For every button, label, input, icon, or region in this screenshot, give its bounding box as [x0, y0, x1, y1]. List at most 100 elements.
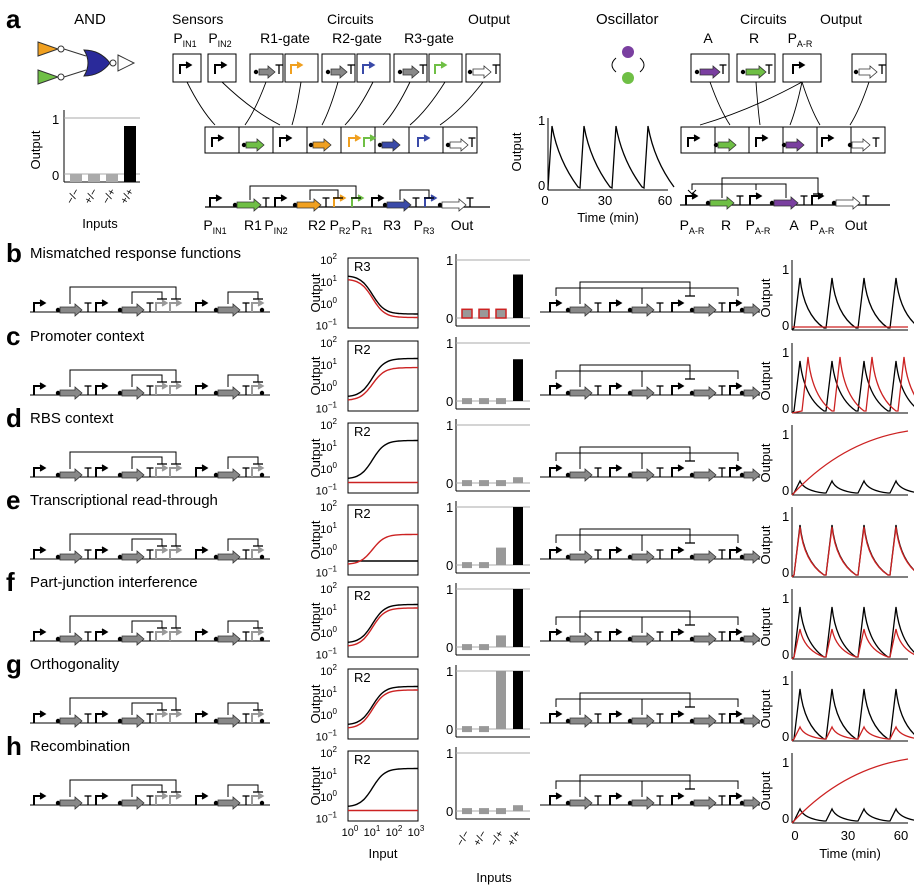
rf-frame [347, 504, 419, 576]
osc-ytick: 1 [538, 113, 545, 128]
promoter-head [39, 464, 47, 472]
osc-assembly-arrow [699, 81, 803, 126]
osc-node-a [622, 46, 634, 58]
promoter-head [101, 710, 109, 718]
rf-ytick: 101 [320, 685, 337, 700]
promoter-head [677, 546, 685, 554]
circuits2-title: Circuits [740, 11, 787, 27]
wire [63, 48, 87, 57]
bar [513, 359, 523, 401]
rbs-dot [325, 69, 331, 75]
rbs-dot [213, 472, 219, 478]
promoter-head [677, 792, 685, 800]
bar-ytick: 0 [446, 640, 453, 655]
gate-label: R1-gate [260, 30, 310, 46]
gate-promoter-head [368, 61, 376, 69]
promoter-head [175, 792, 183, 800]
promoter-head [691, 192, 699, 200]
osc-circuit-label: PA-R [746, 217, 771, 236]
promoter-head [257, 628, 265, 636]
osc-link-e [555, 534, 643, 551]
assembly-arrow [321, 81, 339, 126]
promoter-head [39, 382, 47, 390]
rbs-dot [694, 69, 700, 75]
rbs-dot [259, 636, 265, 642]
osc-row-ylabel: Output [758, 689, 773, 728]
repression-line-b [69, 286, 177, 304]
promoter-head [39, 299, 47, 307]
gate-box [249, 53, 284, 83]
repression-line [309, 189, 339, 200]
panel-label-a: a [6, 4, 21, 34]
rf-ylabel: Output [308, 520, 323, 559]
panel-label-f: f [6, 567, 15, 597]
rbs-dot [689, 307, 695, 313]
promoter-head [257, 710, 265, 718]
sensor-promoter-head [185, 61, 193, 69]
promoter-head [201, 464, 209, 472]
promoter-head [101, 628, 109, 636]
assembly-arrow [409, 81, 446, 126]
promoter-head [39, 710, 47, 718]
bar-ytick: 1 [446, 664, 453, 679]
and-circuit-label: PIN1 [203, 217, 226, 236]
rbs-dot [213, 554, 219, 560]
assembled-box [204, 126, 240, 154]
rbs-dot [739, 554, 745, 560]
gene-arrow [217, 632, 241, 646]
bar-ytick: 1 [446, 253, 453, 268]
rf-ytick: 100 [320, 296, 337, 311]
bar [462, 480, 472, 487]
rbs-dot [117, 636, 123, 642]
gene-arrow [449, 138, 469, 152]
rbs-dot [689, 554, 695, 560]
row-title-h: Recombination [30, 738, 130, 755]
gene-arrow [217, 550, 241, 564]
gene-arrow [745, 65, 767, 79]
bar [479, 726, 489, 733]
bar [496, 808, 506, 815]
panel-label-d: d [6, 403, 22, 433]
gene-arrow [569, 796, 593, 810]
promoter-head [377, 194, 385, 202]
rf-ytick: 102 [320, 252, 337, 267]
rbs-dot [565, 718, 571, 724]
gate-gene [258, 65, 276, 79]
bar [461, 308, 473, 319]
row-title-e: Transcriptional read-through [30, 492, 218, 509]
promoter-head [175, 710, 183, 718]
row-title-b: Mismatched response functions [30, 245, 241, 262]
rbs-dot [627, 390, 633, 396]
rbs-dot [740, 69, 746, 75]
osc-link-d [579, 446, 691, 469]
gene-arrow [717, 138, 737, 152]
rf-xtick: 101 [364, 824, 381, 839]
rbs-dot [259, 718, 265, 724]
gene-arrow [851, 138, 871, 152]
rbs-dot [213, 636, 219, 642]
osc-link-h [555, 780, 643, 797]
rbs-dot [117, 800, 123, 806]
osc-row-trace [791, 807, 914, 824]
repression-line-g [69, 697, 177, 715]
assembly-arrow [291, 81, 302, 126]
gene-arrow [631, 550, 655, 564]
bar [513, 671, 523, 729]
rf-frame [347, 257, 419, 329]
gene-arrow [569, 386, 593, 400]
promoter-head [201, 382, 209, 390]
promoter-head [39, 628, 47, 636]
bar [496, 547, 506, 565]
osc-assembled-box [850, 126, 886, 154]
and-circuit-label: R2 [308, 217, 326, 233]
osc-link-h [579, 774, 691, 797]
rf-curve [347, 439, 418, 479]
rbs-dot [689, 718, 695, 724]
promoter-head [755, 192, 763, 200]
rbs-dot [55, 472, 61, 478]
and-bar [88, 174, 100, 182]
osc-link-b [555, 287, 643, 304]
and-ytick: 1 [52, 112, 59, 127]
rf-xlabel: Input [369, 846, 398, 861]
rbs-dot [259, 390, 265, 396]
